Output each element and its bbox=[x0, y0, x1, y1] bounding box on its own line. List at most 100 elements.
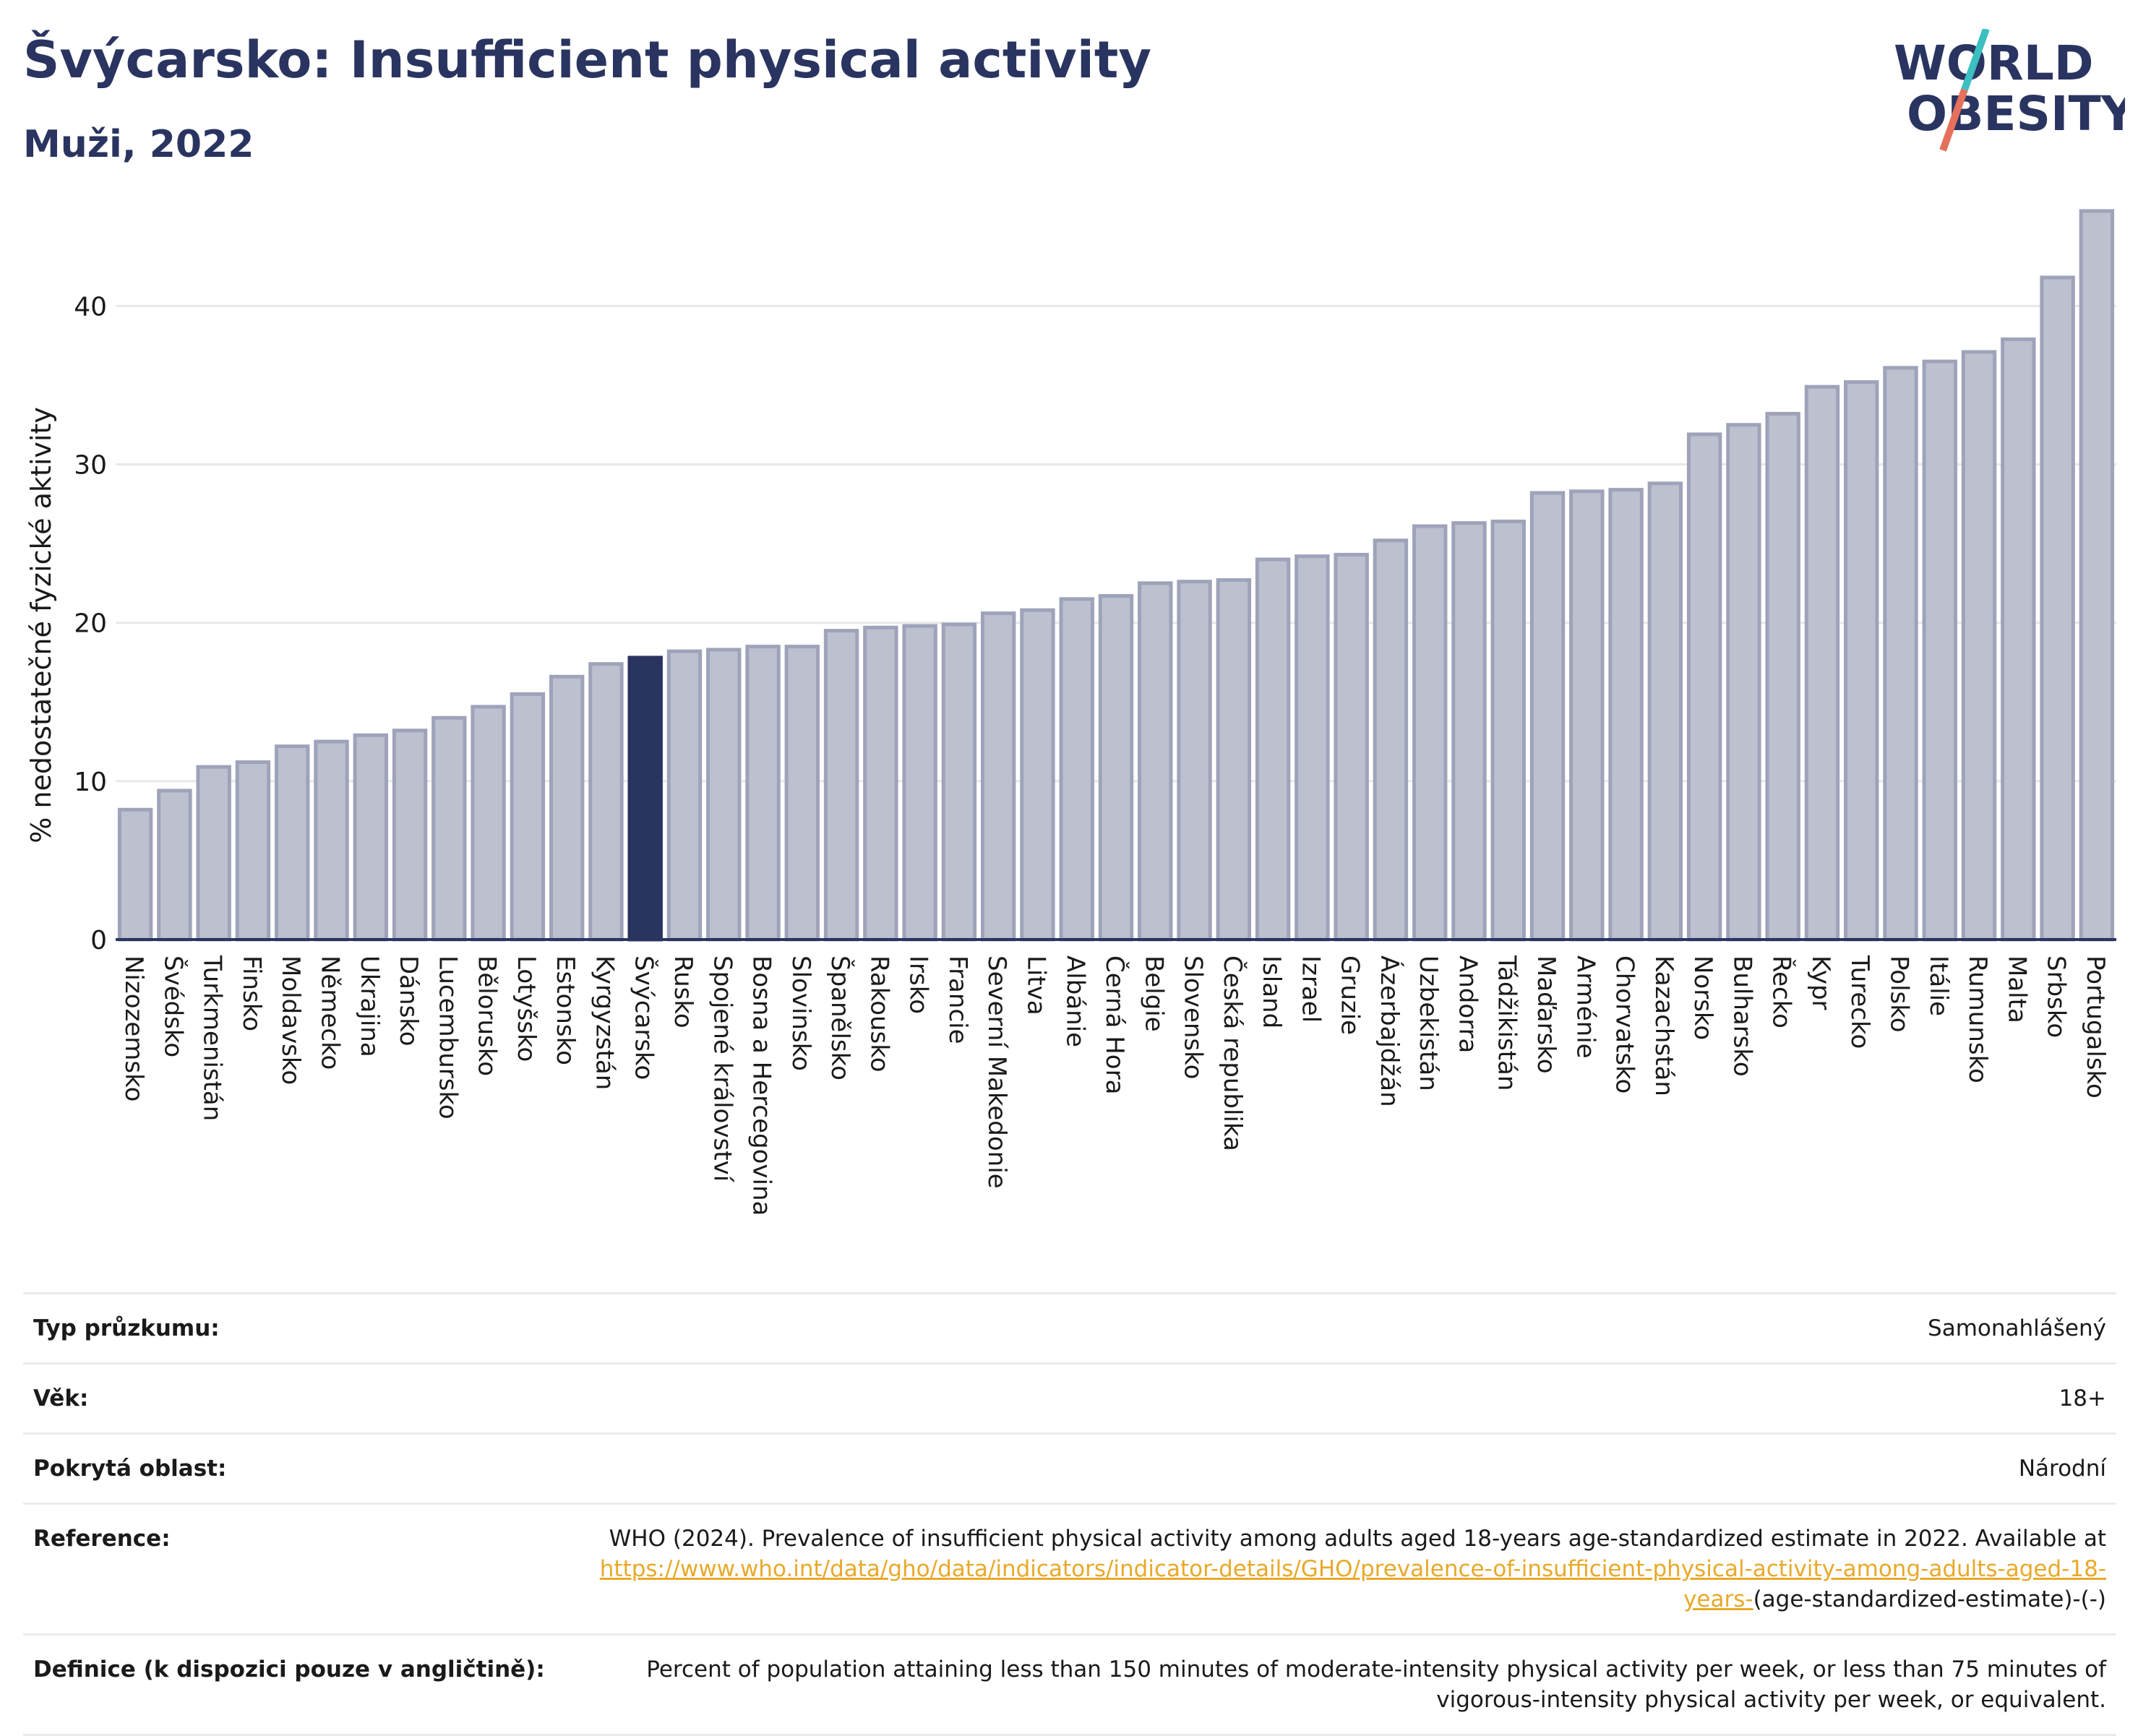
x-tick-label: Malta bbox=[2002, 955, 2031, 1023]
bar-23 bbox=[1020, 608, 1055, 942]
bar-40 bbox=[1686, 432, 1722, 942]
bar-13 bbox=[627, 656, 663, 942]
x-tick-label: Ázerbajdžán bbox=[1375, 955, 1404, 1107]
x-tick-label: Turkmenistán bbox=[198, 955, 227, 1121]
bar-41 bbox=[1726, 423, 1761, 942]
logo-line2: OBESITY bbox=[1907, 86, 2125, 142]
x-tick-label: Černá Hora bbox=[1100, 955, 1130, 1094]
x-tick-label: Slovinsko bbox=[786, 955, 815, 1071]
reference-link[interactable]: https://www.who.int/data/gho/data/indica… bbox=[599, 1556, 2106, 1612]
bar-9 bbox=[471, 705, 506, 942]
bar-50 bbox=[2079, 209, 2115, 942]
x-tick-label: Kyrgyzstán bbox=[590, 955, 619, 1090]
bar-3 bbox=[235, 760, 271, 942]
logo-slash-teal bbox=[1961, 29, 1990, 91]
bar-chart: 0 10 20 30 40 Nizozemsko Švédsko Turkmenistán F… bbox=[25, 209, 2116, 1216]
logo-line1: WORLD bbox=[1894, 35, 2094, 91]
x-tick-label: Gruzie bbox=[1336, 955, 1365, 1035]
meta-row-coverage: Pokrytá oblast: Národní bbox=[23, 1433, 2116, 1504]
bar-35 bbox=[1490, 519, 1526, 942]
bar-42 bbox=[1765, 411, 1800, 942]
bar-33 bbox=[1412, 524, 1448, 942]
logo-slash-coral bbox=[1939, 88, 1968, 152]
x-tick-label: Tádžikistán bbox=[1493, 955, 1521, 1091]
metadata-table: Typ průzkumu: Samonahlášený Věk: 18+ Pok… bbox=[23, 1292, 2116, 1736]
bar-14 bbox=[666, 649, 703, 942]
x-tick-label: Rusko bbox=[669, 955, 697, 1028]
bar-15 bbox=[706, 648, 742, 942]
bar-17 bbox=[784, 645, 820, 942]
bar-7 bbox=[392, 729, 428, 942]
meta-row-age: Věk: 18+ bbox=[23, 1363, 2116, 1434]
bar-39 bbox=[1647, 481, 1683, 942]
bar-38 bbox=[1608, 488, 1644, 942]
y-tick-label: 10 bbox=[74, 768, 107, 797]
world-obesity-logo: WORLD OBESITY bbox=[1894, 29, 2125, 152]
bar-44 bbox=[1844, 380, 1879, 942]
reference-suffix: (age-standardized-estimate)-(-) bbox=[1753, 1586, 2106, 1612]
x-tick-label: Řecko bbox=[1767, 955, 1797, 1028]
x-tick-label: Moldavsko bbox=[276, 955, 305, 1085]
y-axis-label: % nedostatečné fyzické aktivity bbox=[25, 407, 57, 843]
meta-label: Definice (k dispozici pouze v angličtině… bbox=[33, 1656, 545, 1683]
x-tick-label: Severní Makedonie bbox=[982, 955, 1011, 1189]
x-tick-label: Itálie bbox=[1924, 955, 1953, 1016]
bar-34 bbox=[1451, 521, 1487, 942]
page-title: Švýcarsko: Insufficient physical activit… bbox=[23, 30, 1152, 90]
x-tick-label: Finsko bbox=[237, 955, 266, 1031]
bar-10 bbox=[510, 692, 546, 942]
bar-30 bbox=[1295, 554, 1330, 942]
bar-2 bbox=[196, 765, 231, 942]
bar-5 bbox=[314, 739, 349, 942]
reference-text: WHO (2024). Prevalence of insufficient p… bbox=[609, 1526, 2106, 1552]
bar-37 bbox=[1569, 489, 1605, 942]
bar-46 bbox=[1922, 359, 1957, 942]
x-tick-label: Rakousko bbox=[864, 955, 893, 1073]
x-tick-label: Estonsko bbox=[551, 955, 580, 1065]
bar-16 bbox=[745, 645, 781, 942]
x-tick-label: Česká republika bbox=[1218, 955, 1248, 1151]
meta-label: Věk: bbox=[33, 1385, 89, 1411]
bar-28 bbox=[1216, 578, 1252, 942]
x-tick-label: Švédsko bbox=[158, 955, 188, 1057]
bar-0 bbox=[117, 807, 153, 942]
x-tick-label: Polsko bbox=[1884, 955, 1913, 1033]
bar-45 bbox=[1883, 366, 1918, 942]
bar-31 bbox=[1334, 552, 1369, 942]
meta-label: Pokrytá oblast: bbox=[33, 1456, 227, 1482]
x-tick-label: Švýcarsko bbox=[630, 955, 659, 1080]
x-tick-label: Izrael bbox=[1296, 955, 1325, 1023]
x-tick-label: Maďarsko bbox=[1532, 955, 1560, 1074]
bar-21 bbox=[941, 622, 977, 942]
bar-32 bbox=[1373, 538, 1409, 942]
x-tick-label: Francie bbox=[943, 955, 972, 1044]
x-tick-label: Dánsko bbox=[394, 955, 423, 1047]
y-tick-label: 40 bbox=[74, 292, 107, 322]
bar-12 bbox=[588, 662, 624, 942]
bar-22 bbox=[980, 611, 1016, 942]
bar-36 bbox=[1529, 491, 1566, 942]
x-tick-label: Kazachstán bbox=[1649, 955, 1678, 1096]
x-tick-label: Lucembursko bbox=[433, 955, 462, 1120]
x-tick-label: Španělsko bbox=[825, 955, 855, 1080]
x-tick-label: Litva bbox=[1021, 955, 1050, 1015]
x-tick-label: Německo bbox=[316, 955, 345, 1070]
x-tick-label: Bosna a Hercegovina bbox=[747, 955, 776, 1216]
bar-29 bbox=[1255, 557, 1291, 942]
bar-4 bbox=[275, 744, 310, 942]
x-tick-label: Belgie bbox=[1139, 955, 1168, 1032]
bar-8 bbox=[432, 716, 467, 942]
x-tick-label: Nizozemsko bbox=[119, 955, 148, 1101]
meta-row-survey-type: Typ průzkumu: Samonahlášený bbox=[23, 1293, 2116, 1364]
x-axis-labels: Nizozemsko Švédsko Turkmenistán Finsko Molda… bbox=[119, 955, 2110, 1216]
bar-1 bbox=[157, 788, 192, 942]
meta-value: Samonahlášený bbox=[1928, 1315, 2106, 1341]
bar-20 bbox=[902, 624, 937, 942]
bars bbox=[117, 209, 2115, 942]
x-tick-label: Ukrajina bbox=[355, 955, 384, 1057]
x-tick-label: Slovensko bbox=[1179, 955, 1208, 1079]
bar-11 bbox=[549, 674, 585, 942]
x-tick-label: Bulharsko bbox=[1727, 955, 1756, 1077]
bar-24 bbox=[1059, 597, 1094, 942]
y-tick-label: 20 bbox=[74, 609, 107, 639]
